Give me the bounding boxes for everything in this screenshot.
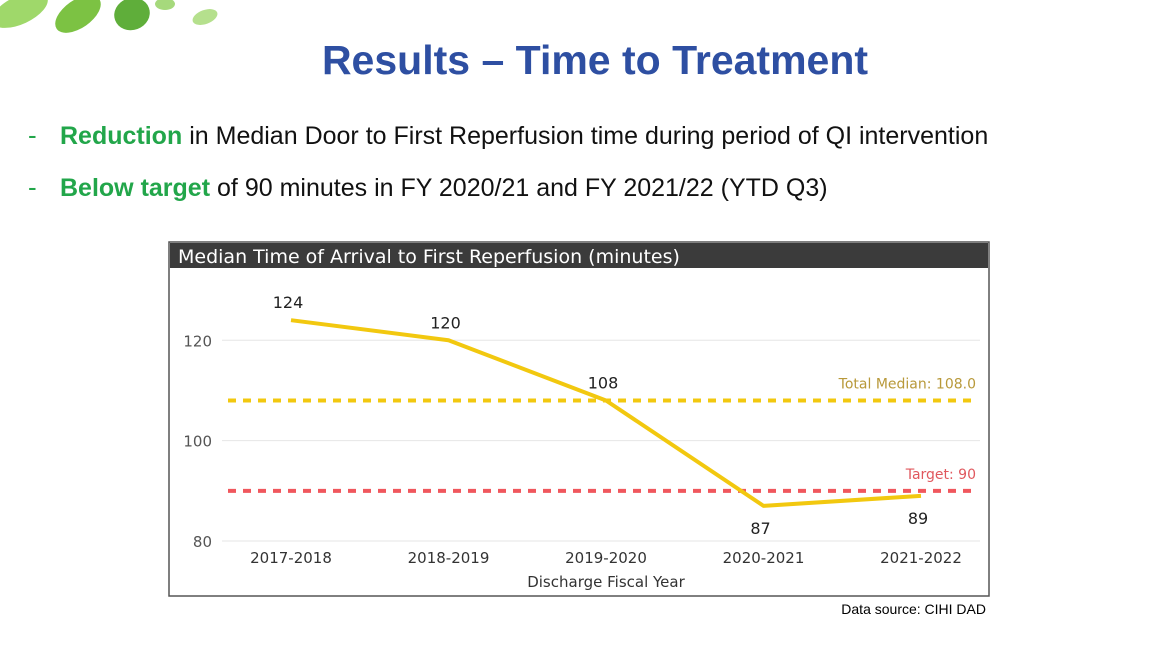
bullet-body: of 90 minutes in FY 2020/21 and FY 2021/… [217, 174, 828, 202]
y-tick-label: 80 [193, 533, 212, 551]
data-line [290, 318, 922, 508]
bullet-body: in Median Door to First Reperfusion time… [189, 122, 988, 150]
bullet-text: Reduction in Median Door to First Reperfu… [60, 122, 988, 150]
bullet-list: - Reduction in Median Door to First Reperf… [28, 120, 988, 202]
bullet-highlight: Reduction [60, 122, 182, 150]
x-tick-label: 2021-2022 [880, 549, 962, 567]
reference-label: Total Median: 108.0 [838, 376, 976, 392]
x-tick-label: 2017-2018 [250, 549, 332, 567]
y-tick-label: 100 [183, 433, 212, 451]
data-label: 87 [750, 519, 770, 538]
bullet-marker: - [28, 120, 37, 150]
plot: 80 100 120 Total Median: 108.0 Target: 90 201… [183, 293, 980, 567]
x-tick-label: 2020-2021 [723, 549, 805, 567]
bullet-text: Below target of 90 minutes in FY 2020/21 … [60, 174, 828, 202]
x-tick-label: 2019-2020 [565, 549, 647, 567]
chart-header [170, 243, 988, 268]
data-label: 120 [430, 313, 461, 332]
data-label: 124 [273, 293, 304, 312]
source-note: Data source: CIHI DAD [841, 601, 986, 617]
bullet-highlight: Below target [60, 174, 211, 202]
bullet-marker: - [28, 172, 37, 202]
slide-title: Results – Time to Treatment [322, 37, 868, 83]
y-tick-label: 120 [183, 332, 212, 350]
data-label: 89 [908, 509, 928, 528]
x-axis-label: Discharge Fiscal Year [527, 573, 685, 591]
chart-frame [168, 241, 990, 597]
data-label: 108 [588, 373, 619, 392]
leaf-decoration [0, 0, 218, 33]
chart-title: Median Time of Arrival to First Reperfus… [178, 246, 680, 268]
reference-label: Target: 90 [905, 467, 976, 483]
x-tick-label: 2018-2019 [408, 549, 490, 567]
